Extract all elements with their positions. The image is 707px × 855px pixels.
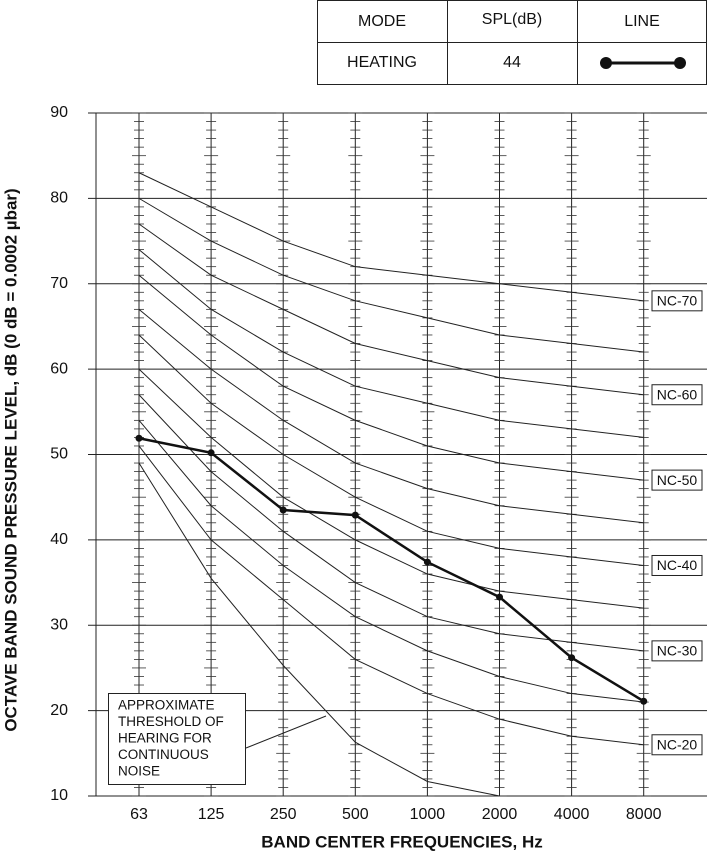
y-tick-label: 20 (50, 702, 68, 719)
nc-label: NC-20 (657, 736, 698, 752)
annotation-text: CONTINUOUS (118, 747, 209, 762)
annotation-text: APPROXIMATE (118, 698, 215, 713)
nc-label-box (651, 734, 703, 756)
nc-curve (138, 223, 644, 396)
annotation-leader (245, 715, 327, 749)
y-tick-label: 10 (50, 787, 68, 804)
nc-label: NC-40 (657, 557, 698, 573)
legend-marker (600, 57, 612, 69)
legend-header: SPL(dB) (482, 11, 542, 28)
data-line (138, 437, 645, 703)
x-tick-label: 8000 (626, 806, 662, 823)
threshold-curve (138, 462, 500, 797)
nc-curve (138, 172, 644, 302)
nc-label-box (651, 554, 703, 576)
nc-curve (138, 445, 644, 746)
data-point (279, 506, 287, 514)
y-tick-label: 70 (50, 275, 68, 292)
nc-curve (138, 394, 644, 652)
y-tick-label: 30 (50, 616, 68, 633)
nc-label: NC-30 (657, 643, 698, 659)
y-tick-label: 90 (50, 104, 68, 121)
x-tick-label: 500 (342, 806, 369, 823)
nc-curve (138, 274, 644, 481)
x-tick-label: 4000 (554, 806, 590, 823)
x-axis-label: BAND CENTER FREQUENCIES, Hz (261, 832, 542, 851)
y-tick-label: 50 (50, 446, 68, 463)
legend-spl: 44 (503, 54, 521, 71)
y-tick-label: 40 (50, 531, 68, 548)
nc-label-box (651, 384, 703, 406)
x-tick-label: 1000 (410, 806, 446, 823)
data-point (423, 558, 431, 566)
nc-curve (138, 308, 644, 524)
nc-curve (138, 368, 644, 609)
data-point (496, 593, 503, 601)
annotation-text: NOISE (118, 764, 160, 779)
y-tick-label: 60 (50, 360, 68, 377)
nc-curve (138, 334, 644, 566)
nc-label-box (651, 640, 703, 662)
y-axis-label: OCTAVE BAND SOUND PRESSURE LEVEL, dB (0 … (1, 188, 20, 731)
legend-mode: HEATING (347, 54, 417, 71)
nc-label: NC-60 (657, 386, 698, 402)
annotation-text: HEARING FOR (118, 731, 212, 746)
data-point (135, 434, 143, 442)
nc-curve (138, 249, 644, 438)
data-point (640, 697, 648, 705)
legend-header: MODE (358, 13, 406, 30)
nc-curve (138, 197, 644, 353)
legend-marker (674, 57, 686, 69)
x-tick-label: 125 (198, 806, 225, 823)
annotation-box (108, 693, 246, 785)
x-tick-label: 2000 (482, 806, 518, 823)
data-point (207, 449, 215, 457)
nc-label: NC-50 (657, 472, 698, 488)
nc-label-box (651, 290, 703, 312)
nc-label: NC-70 (657, 293, 698, 309)
annotation-text: THRESHOLD OF (118, 714, 224, 729)
nc-label-box (651, 469, 703, 491)
x-tick-label: 250 (270, 806, 297, 823)
x-tick-label: 63 (130, 806, 148, 823)
legend-header: LINE (624, 13, 660, 30)
data-point (351, 511, 359, 519)
nc-curve (138, 420, 644, 703)
y-tick-label: 80 (50, 190, 68, 207)
data-point (568, 654, 576, 662)
